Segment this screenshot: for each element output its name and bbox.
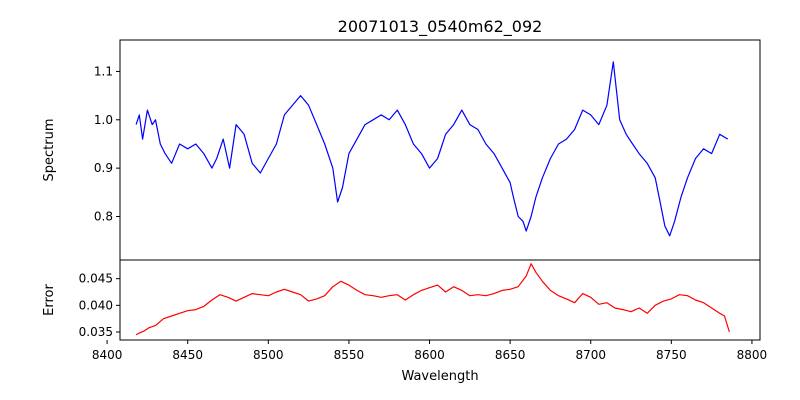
error-y-ticks: 0.035 0.040 0.045: [79, 272, 120, 339]
spectrum-line-0: [135, 61, 729, 237]
figure-title: 20071013_0540m62_092: [338, 17, 543, 37]
spectrum-panel: 0.8 0.9 1.0 1.1 Spectrum: [42, 39, 761, 261]
spectrum-y-ticks: 0.8 0.9 1.0 1.1: [94, 64, 120, 223]
error-axes-frame: [119, 259, 761, 341]
spectrum-y-tick-label: 0.9: [94, 161, 113, 175]
x-tick-label: 8450: [172, 348, 203, 362]
x-tick-label: 8500: [253, 348, 284, 362]
x-axis-label: Wavelength: [401, 369, 478, 384]
x-tick-label: 8800: [737, 348, 768, 362]
x-tick-label: 8600: [414, 348, 445, 362]
spectrum-y-tick-label: 1.0: [94, 113, 113, 127]
error-panel: 0.035 0.040 0.045 8400 8450 8500 8550 8600 8650…: [42, 259, 767, 384]
spectrum-y-axis-label: Spectrum: [42, 119, 57, 182]
x-tick-label: 8400: [92, 348, 123, 362]
x-tick-label: 8750: [656, 348, 687, 362]
spectrum-y-tick-label: 1.1: [94, 64, 113, 78]
spectrum-y-tick-label: 0.8: [94, 209, 113, 223]
error-line-0: [135, 263, 730, 336]
x-tick-label: 8650: [495, 348, 526, 362]
error-x-ticks: 8400 8450 8500 8550 8600 8650 8700 8750 8800: [92, 340, 767, 362]
x-tick-label: 8550: [334, 348, 365, 362]
error-y-tick-label: 0.045: [79, 272, 113, 286]
spectrum-series-group: [135, 61, 729, 237]
error-series-group: [135, 263, 730, 336]
error-y-tick-label: 0.035: [79, 325, 113, 339]
x-tick-label: 8700: [575, 348, 606, 362]
error-y-axis-label: Error: [42, 284, 57, 316]
error-y-tick-label: 0.040: [79, 298, 113, 312]
